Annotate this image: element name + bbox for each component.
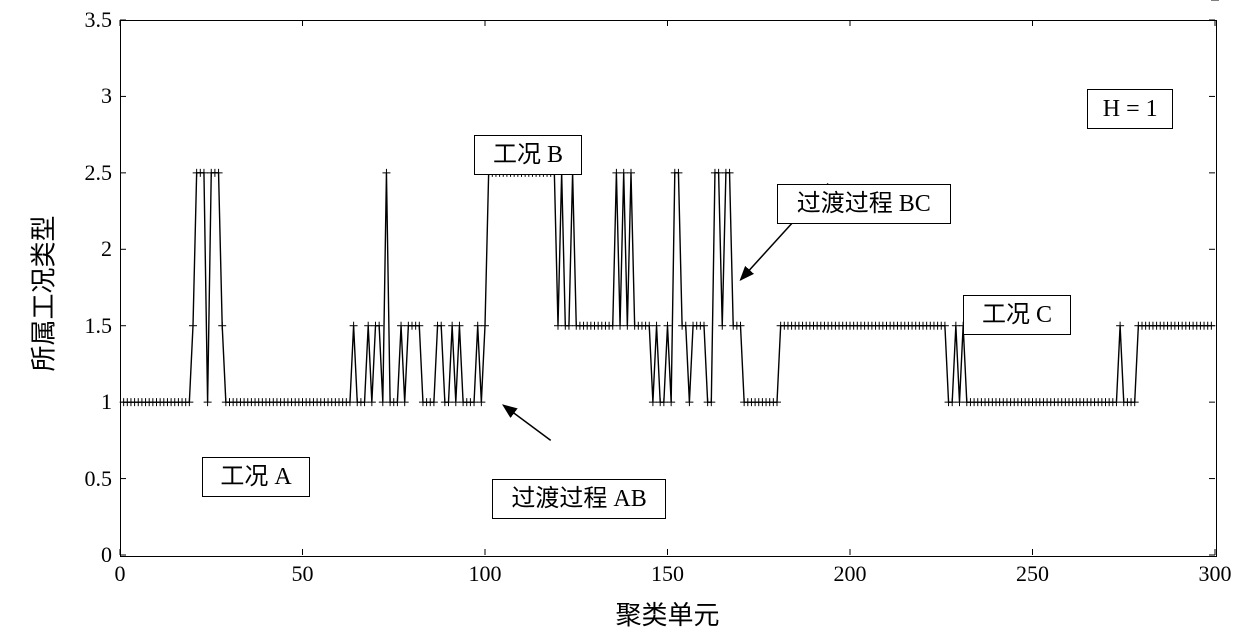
annotation-h-eq-1: H = 1 bbox=[1087, 89, 1173, 129]
annotation-trans-bc: 过渡过程 BC bbox=[777, 184, 951, 224]
annotation-cond-c: 工况 C bbox=[963, 295, 1071, 335]
x-tick-label: 150 bbox=[638, 561, 698, 587]
annotation-cond-b: 工况 B bbox=[474, 135, 582, 175]
x-tick-label: 250 bbox=[1003, 561, 1063, 587]
y-tick-label: 2.5 bbox=[62, 160, 112, 186]
y-tick-label: 0.5 bbox=[62, 466, 112, 492]
y-axis-title: 所属工况类型 bbox=[24, 143, 61, 443]
chart-root: 所属工况类型 聚类单元 05010015020025030000.511.522… bbox=[0, 0, 1240, 632]
y-tick-label: 3.5 bbox=[62, 7, 112, 33]
y-tick-label: 0 bbox=[62, 542, 112, 568]
x-tick-label: 100 bbox=[455, 561, 515, 587]
x-tick-label: 200 bbox=[820, 561, 880, 587]
y-tick-label: 3 bbox=[62, 83, 112, 109]
y-tick-label: 1 bbox=[62, 389, 112, 415]
annotation-cond-a: 工况 A bbox=[202, 457, 310, 497]
x-tick-label: 50 bbox=[273, 561, 333, 587]
y-tick-label: 1.5 bbox=[62, 313, 112, 339]
x-tick-label: 300 bbox=[1185, 561, 1240, 587]
x-axis-title: 聚类单元 bbox=[568, 595, 768, 632]
annotation-trans-ab: 过渡过程 AB bbox=[492, 479, 666, 519]
y-tick-label: 2 bbox=[62, 236, 112, 262]
